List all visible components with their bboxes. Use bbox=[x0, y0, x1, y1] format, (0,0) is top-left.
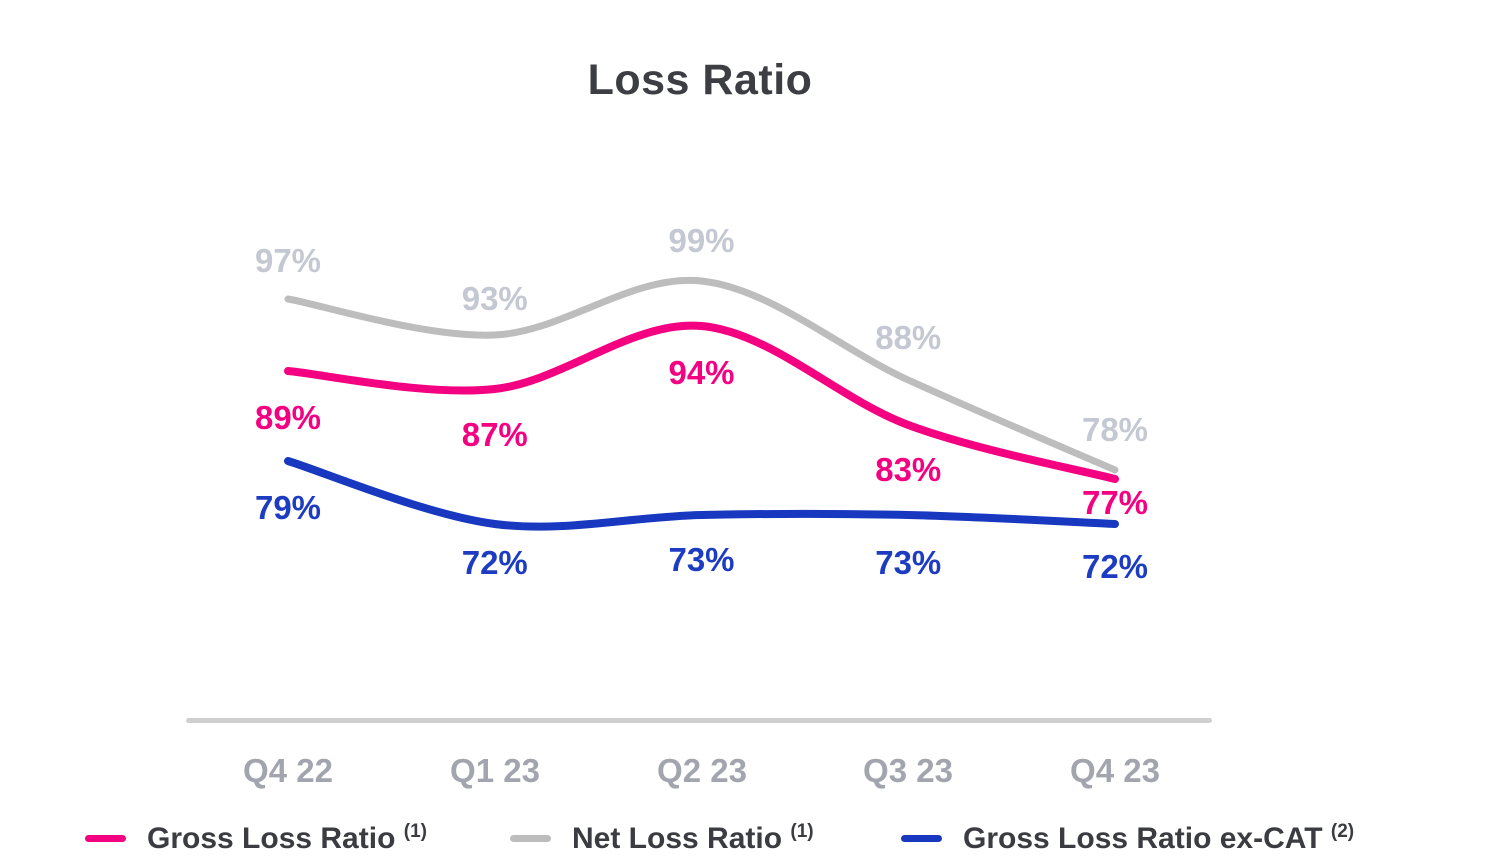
data-label: 89% bbox=[255, 399, 321, 436]
data-label: 73% bbox=[875, 544, 941, 581]
legend-swatch-pink bbox=[85, 834, 126, 842]
series-net-loss-ratio: 97% 93% 99% 88% 78% bbox=[255, 222, 1148, 474]
legend-footnote-marker: (1) bbox=[403, 821, 427, 842]
data-label: 94% bbox=[668, 354, 734, 391]
legend-label: Net Loss Ratio (1) bbox=[572, 821, 814, 855]
x-axis-label: Q4 23 bbox=[1070, 752, 1160, 789]
data-label: 97% bbox=[255, 242, 321, 279]
legend-item-gross-loss-ratio-ex-cat: Gross Loss Ratio ex-CAT (2) bbox=[901, 822, 1354, 854]
legend-swatch-gray bbox=[510, 834, 551, 842]
legend-label: Gross Loss Ratio (1) bbox=[147, 821, 427, 855]
chart-title: Loss Ratio bbox=[587, 56, 813, 104]
legend-footnote-marker: (1) bbox=[790, 821, 814, 842]
data-label: 72% bbox=[1082, 548, 1148, 585]
series-gross-loss-ratio-ex-cat: 79% 72% 73% 73% 72% bbox=[255, 457, 1148, 585]
legend-swatch-blue bbox=[901, 834, 942, 842]
data-label: 77% bbox=[1082, 484, 1148, 521]
legend-item-net-loss-ratio: Net Loss Ratio (1) bbox=[510, 822, 814, 854]
data-label: 93% bbox=[462, 280, 528, 317]
legend-item-gross-loss-ratio: Gross Loss Ratio (1) bbox=[85, 822, 427, 854]
net-loss-ratio-line bbox=[284, 276, 1119, 474]
x-axis-label: Q4 22 bbox=[243, 752, 333, 789]
data-label: 73% bbox=[668, 541, 734, 578]
x-axis-label: Q2 23 bbox=[657, 752, 747, 789]
x-axis-line bbox=[186, 718, 1212, 723]
legend-label: Gross Loss Ratio ex-CAT (2) bbox=[963, 821, 1355, 855]
x-axis-label: Q1 23 bbox=[450, 752, 540, 789]
data-label: 87% bbox=[462, 416, 528, 453]
data-label: 78% bbox=[1082, 411, 1148, 448]
legend-footnote-marker: (2) bbox=[1330, 821, 1355, 842]
gross-loss-ratio-ex-cat-line bbox=[284, 457, 1119, 531]
data-label: 79% bbox=[255, 489, 321, 526]
data-label: 88% bbox=[875, 319, 941, 356]
x-axis-label: Q3 23 bbox=[863, 752, 953, 789]
data-label: 83% bbox=[875, 451, 941, 488]
data-label: 72% bbox=[462, 544, 528, 581]
data-label: 99% bbox=[668, 222, 734, 259]
gross-loss-ratio-line bbox=[284, 321, 1119, 483]
series-gross-loss-ratio: 89% 87% 94% 83% 77% bbox=[255, 321, 1148, 521]
